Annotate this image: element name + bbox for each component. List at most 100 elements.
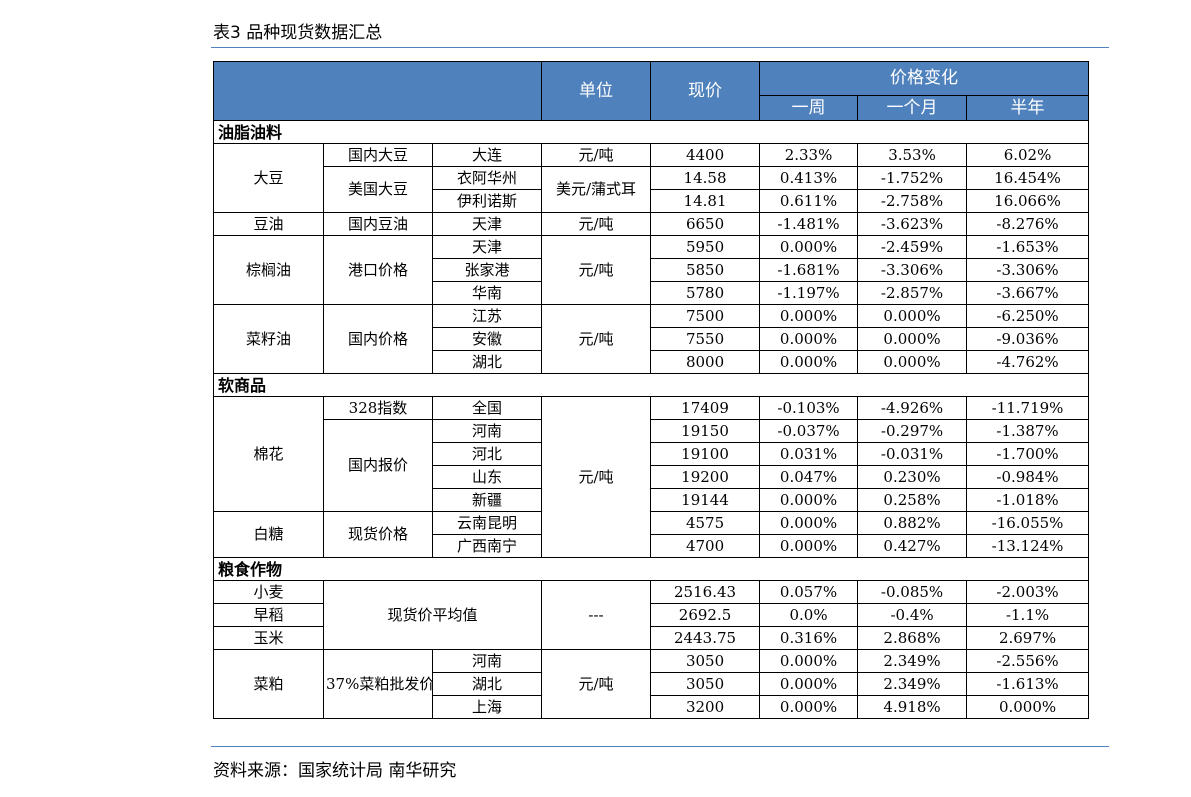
price-cell: 4575 bbox=[650, 511, 761, 535]
week-change-cell: -1.681% bbox=[759, 258, 859, 282]
week-change-cell: -1.197% bbox=[759, 281, 859, 305]
table-row: 河北 19100 0.031% -0.031% -1.700% bbox=[214, 442, 1090, 466]
week-change-cell: 2.33% bbox=[759, 143, 859, 167]
week-change-cell: 0.000% bbox=[759, 649, 859, 673]
price-cell: 7550 bbox=[650, 327, 761, 351]
table-row: 广西南宁 4700 0.000% 0.427% -13.124% bbox=[214, 534, 1090, 558]
header-week: 一周 bbox=[759, 95, 859, 121]
price-cell: 19100 bbox=[650, 442, 761, 466]
product-cell: 早稻 bbox=[213, 603, 324, 627]
location-cell: 云南昆明 bbox=[431, 511, 543, 535]
week-change-cell: 0.000% bbox=[759, 534, 859, 558]
unit-cell: 元/吨 bbox=[541, 212, 652, 236]
sub-category-cell: 港口价格 bbox=[323, 235, 433, 305]
week-change-cell: 0.047% bbox=[759, 465, 859, 489]
location-cell: 河北 bbox=[431, 442, 543, 466]
header-month: 一个月 bbox=[857, 95, 968, 121]
location-cell: 张家港 bbox=[431, 258, 543, 282]
month-change-cell: -0.4% bbox=[857, 603, 968, 627]
week-change-cell: 0.0% bbox=[759, 603, 859, 627]
location-cell: 伊利诺斯 bbox=[431, 189, 543, 213]
header-half-year: 半年 bbox=[966, 95, 1090, 121]
month-change-cell: 0.000% bbox=[857, 304, 968, 328]
sub-category-cell: 国内大豆 bbox=[323, 143, 433, 167]
week-change-cell: 0.000% bbox=[759, 235, 859, 259]
month-change-cell: 3.53% bbox=[857, 143, 968, 167]
table-row: 伊利诺斯 14.81 0.611% -2.758% 16.066% bbox=[214, 189, 1090, 213]
month-change-cell: -3.623% bbox=[857, 212, 968, 236]
half-year-change-cell: -3.667% bbox=[966, 281, 1090, 305]
product-cell: 棕榈油 bbox=[213, 235, 324, 305]
half-year-change-cell: -1.653% bbox=[966, 235, 1090, 259]
month-change-cell: -1.752% bbox=[857, 166, 968, 190]
week-change-cell: 0.611% bbox=[759, 189, 859, 213]
price-cell: 3200 bbox=[650, 695, 761, 719]
table-row: 菜粕 37%菜粕批发价 河南 元/吨 3050 0.000% 2.349% -2… bbox=[213, 649, 1090, 719]
half-year-change-cell: 16.066% bbox=[966, 189, 1090, 213]
month-change-cell: 0.882% bbox=[857, 511, 968, 535]
week-change-cell: 0.057% bbox=[759, 580, 859, 604]
half-year-change-cell: 2.697% bbox=[966, 626, 1090, 650]
month-change-cell: -2.459% bbox=[857, 235, 968, 259]
sub-category-cell: 国内豆油 bbox=[323, 212, 433, 236]
week-change-cell: -0.103% bbox=[759, 396, 859, 420]
location-cell: 华南 bbox=[431, 281, 543, 305]
half-year-change-cell: -1.387% bbox=[966, 419, 1090, 443]
unit-cell: --- bbox=[541, 580, 652, 650]
price-cell: 3050 bbox=[650, 672, 761, 696]
week-change-cell: 0.000% bbox=[759, 672, 859, 696]
price-cell: 2443.75 bbox=[650, 626, 761, 650]
section-title: 粮食作物 bbox=[212, 557, 1090, 581]
location-cell: 安徽 bbox=[431, 327, 543, 351]
product-cell: 白糖 bbox=[213, 511, 324, 558]
month-change-cell: 0.427% bbox=[857, 534, 968, 558]
sub-category-cell: 国内价格 bbox=[323, 304, 433, 374]
price-cell: 5950 bbox=[650, 235, 761, 259]
location-cell: 广西南宁 bbox=[431, 534, 543, 558]
half-year-change-cell: -4.762% bbox=[966, 350, 1090, 374]
week-change-cell: 0.000% bbox=[759, 488, 859, 512]
half-year-change-cell: -0.984% bbox=[966, 465, 1090, 489]
table-row: 大豆 国内大豆 大连 元/吨 4400 2.33% 3.53% 6.02% bbox=[213, 143, 1090, 213]
unit-cell: 美元/蒲式耳 bbox=[541, 166, 652, 213]
price-cell: 19150 bbox=[650, 419, 761, 443]
table-row: 早稻 2692.5 0.0% -0.4% -1.1% bbox=[213, 603, 1090, 627]
table-row: 湖北 8000 0.000% 0.000% -4.762% bbox=[214, 350, 1090, 374]
price-cell: 19144 bbox=[650, 488, 761, 512]
location-cell: 湖北 bbox=[431, 350, 543, 374]
price-cell: 17409 bbox=[650, 396, 761, 420]
price-cell: 7500 bbox=[650, 304, 761, 328]
location-cell: 大连 bbox=[431, 143, 543, 167]
half-year-change-cell: -2.556% bbox=[966, 649, 1090, 673]
month-change-cell: 0.258% bbox=[857, 488, 968, 512]
section-title: 油脂油料 bbox=[212, 120, 1090, 144]
month-change-cell: 4.918% bbox=[857, 695, 968, 719]
half-year-change-cell: -16.055% bbox=[966, 511, 1090, 535]
product-cell: 豆油 bbox=[213, 212, 324, 236]
header-price: 现价 bbox=[650, 61, 761, 121]
price-cell: 5780 bbox=[650, 281, 761, 305]
half-year-change-cell: -1.018% bbox=[966, 488, 1090, 512]
product-cell: 菜粕 bbox=[213, 649, 324, 719]
header-unit: 单位 bbox=[541, 61, 652, 121]
table-row: 国内报价 河南 19150 -0.037% -0.297% -1.387% bbox=[214, 419, 1090, 512]
half-year-change-cell: -1.613% bbox=[966, 672, 1090, 696]
half-year-change-cell: 0.000% bbox=[966, 695, 1090, 719]
unit-cell: 元/吨 bbox=[541, 235, 652, 305]
month-change-cell: -0.297% bbox=[857, 419, 968, 443]
half-year-change-cell: -9.036% bbox=[966, 327, 1090, 351]
location-cell: 河南 bbox=[431, 419, 543, 443]
section-title: 软商品 bbox=[212, 373, 1090, 397]
week-change-cell: 0.000% bbox=[759, 304, 859, 328]
week-change-cell: 0.000% bbox=[759, 695, 859, 719]
month-change-cell: 0.000% bbox=[857, 350, 968, 374]
location-cell: 湖北 bbox=[431, 672, 543, 696]
half-year-change-cell: 16.454% bbox=[966, 166, 1090, 190]
location-cell: 衣阿华州 bbox=[431, 166, 543, 190]
unit-cell: 元/吨 bbox=[541, 143, 652, 167]
half-year-change-cell: -1.1% bbox=[966, 603, 1090, 627]
month-change-cell: 2.349% bbox=[857, 672, 968, 696]
product-cell: 玉米 bbox=[213, 626, 324, 650]
table-row: 玉米 2443.75 0.316% 2.868% 2.697% bbox=[213, 626, 1090, 650]
product-cell: 菜籽油 bbox=[213, 304, 324, 374]
